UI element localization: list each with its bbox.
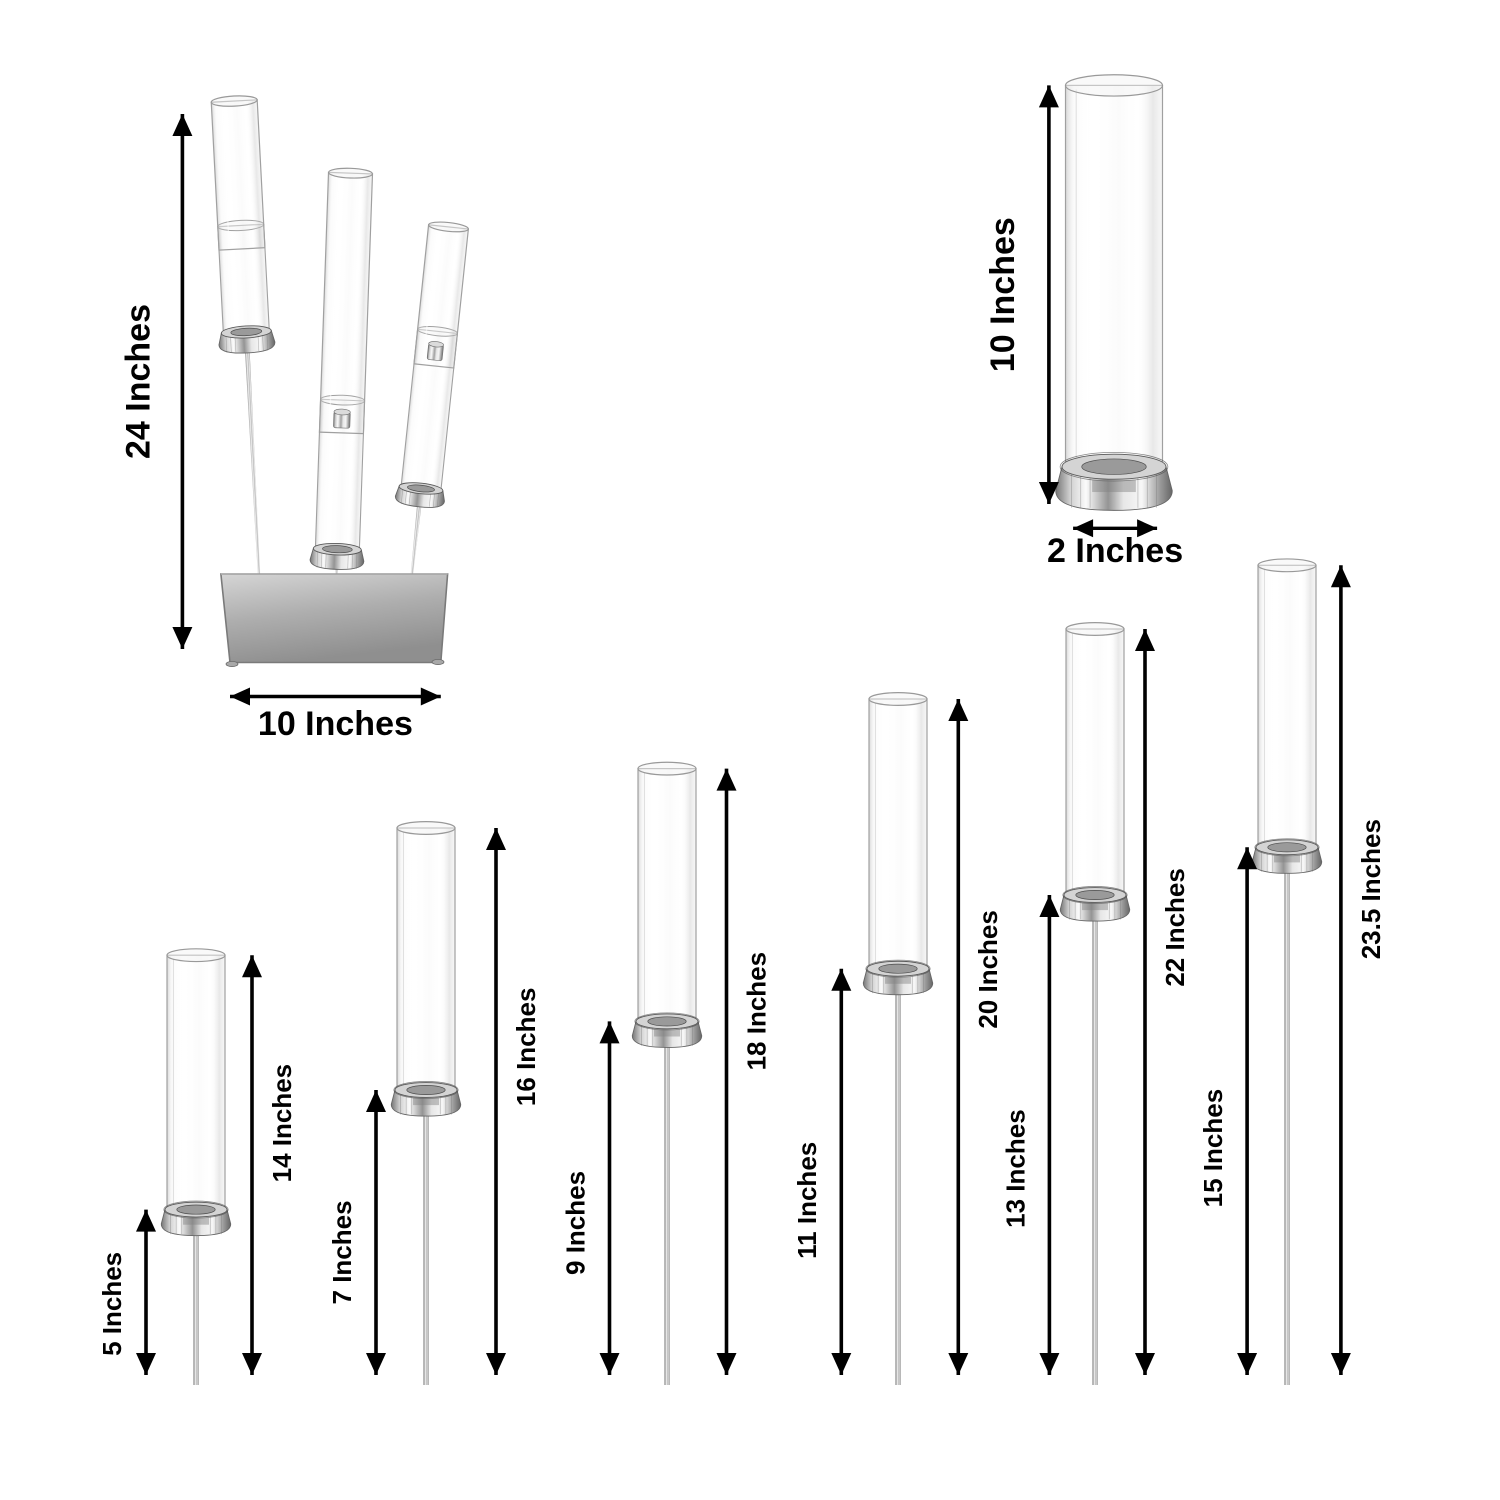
svg-text:11 Inches: 11 Inches [792,1142,822,1259]
svg-text:13 Inches: 13 Inches [1000,1109,1030,1228]
svg-text:2 Inches: 2 Inches [1047,532,1183,570]
svg-text:14 Inches: 14 Inches [267,1064,297,1183]
svg-text:18 Inches: 18 Inches [741,952,771,1071]
svg-text:10 Inches: 10 Inches [984,217,1022,372]
svg-text:22 Inches: 22 Inches [1160,868,1190,987]
svg-text:5 Inches: 5 Inches [97,1252,127,1356]
svg-text:10 Inches: 10 Inches [258,705,413,743]
svg-text:15 Inches: 15 Inches [1198,1089,1228,1208]
svg-text:24 Inches: 24 Inches [119,304,157,459]
svg-text:20 Inches: 20 Inches [973,910,1003,1029]
svg-text:16 Inches: 16 Inches [511,988,541,1107]
svg-text:7 Inches: 7 Inches [327,1200,357,1304]
svg-text:9 Inches: 9 Inches [560,1171,590,1275]
svg-text:23.5 Inches: 23.5 Inches [1356,819,1386,959]
